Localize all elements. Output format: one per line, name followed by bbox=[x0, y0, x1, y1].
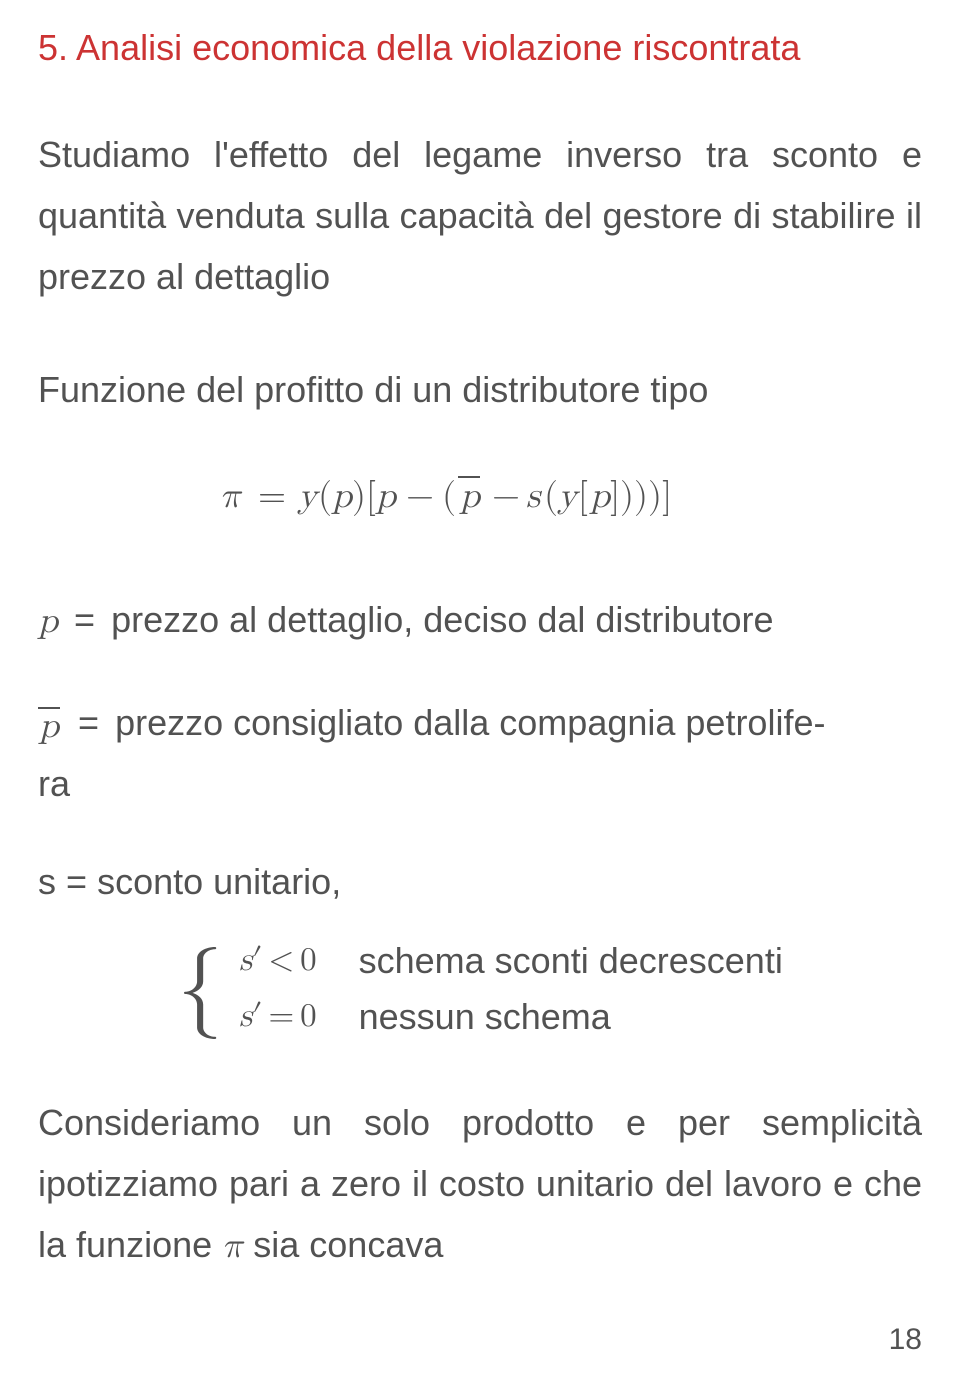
equals-sign: = bbox=[72, 702, 105, 743]
svg-text:[: [ bbox=[578, 478, 588, 516]
profit-equation: π = y ( p )[ p − ( p − s ( y [ p ])))] bbox=[38, 465, 922, 525]
svg-text:])))]: ])))] bbox=[610, 478, 672, 516]
page: 5. Analisi economica della violazione ri… bbox=[0, 0, 960, 1375]
def-pbar-text: prezzo consigliato dalla compagnia petro… bbox=[115, 702, 825, 743]
svg-text:p: p bbox=[589, 478, 612, 514]
def-pbar-cont: ra bbox=[38, 753, 922, 814]
svg-text:(: ( bbox=[544, 478, 558, 516]
equals-sign: = bbox=[68, 599, 101, 640]
final-pre: Consideriamo un solo prodotto e per semp… bbox=[38, 1102, 922, 1265]
equation-svg: π = y ( p )[ p − ( p − s ( y [ p ])))] bbox=[220, 465, 740, 525]
intro-paragraph: Studiamo l'effetto del legame inverso tr… bbox=[38, 124, 922, 308]
final-paragraph: Consideriamo un solo prodotto e per semp… bbox=[38, 1092, 922, 1278]
svg-text:)[: )[ bbox=[352, 478, 376, 516]
case2-label: nessun schema bbox=[359, 996, 783, 1038]
def-p: p = prezzo al dettaglio, deciso dal dist… bbox=[38, 589, 922, 652]
symbol-s: s bbox=[38, 861, 56, 902]
symbol-pbar: p bbox=[38, 705, 62, 745]
symbol-pi: π bbox=[222, 1228, 243, 1264]
def-p-text: prezzo al dettaglio, deciso dal distribu… bbox=[111, 599, 773, 640]
section-heading: 5. Analisi economica della violazione ri… bbox=[38, 20, 922, 76]
svg-text:π: π bbox=[220, 478, 243, 514]
page-number: 18 bbox=[889, 1323, 922, 1357]
final-post: sia concava bbox=[243, 1224, 443, 1265]
def-pbar: p = prezzo consigliato dalla compagnia p… bbox=[38, 692, 922, 753]
svg-text:p: p bbox=[331, 478, 354, 514]
case1-condition: s′<0 bbox=[239, 941, 316, 981]
def-s-text: sconto unitario, bbox=[97, 861, 341, 902]
svg-text:p: p bbox=[375, 478, 398, 514]
svg-text:−: − bbox=[492, 478, 520, 514]
left-brace-icon: { bbox=[177, 952, 223, 1026]
svg-text:−: − bbox=[406, 478, 434, 514]
equals-sign: = bbox=[66, 861, 87, 902]
svg-text:(: ( bbox=[442, 478, 456, 516]
svg-text:=: = bbox=[258, 478, 286, 514]
case2-condition: s′=0 bbox=[239, 997, 316, 1037]
svg-text:p: p bbox=[459, 478, 482, 514]
svg-text:(: ( bbox=[318, 478, 332, 516]
case1-label: schema sconti decrescenti bbox=[359, 940, 783, 982]
def-s: s = sconto unitario, bbox=[38, 854, 922, 910]
svg-text:s: s bbox=[526, 478, 543, 514]
function-intro: Funzione del profitto di un distributore… bbox=[38, 359, 922, 420]
cases-block: { s′<0 schema sconti decrescenti s′=0 ne… bbox=[38, 940, 922, 1038]
symbol-p: p bbox=[38, 603, 58, 639]
svg-text:p: p bbox=[38, 708, 61, 744]
